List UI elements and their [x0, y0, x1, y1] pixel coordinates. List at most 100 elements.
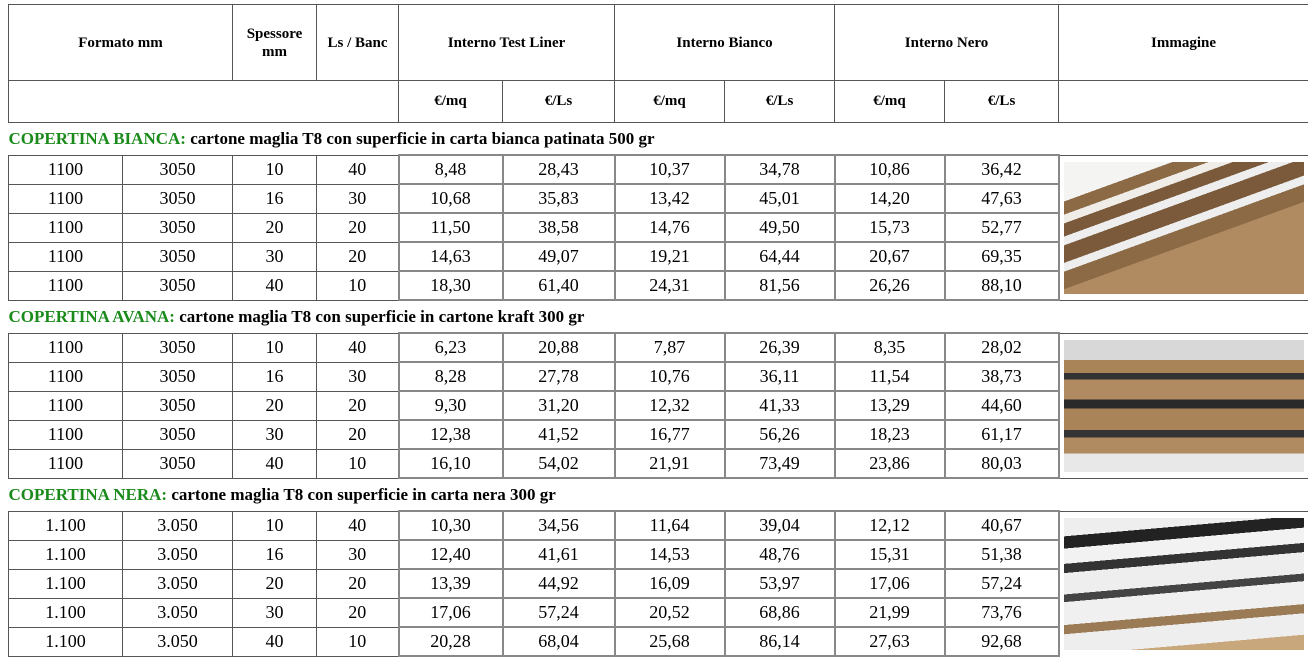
- header: Formato mm: [9, 5, 233, 81]
- cell: 15,31: [835, 540, 945, 569]
- product-image: [1064, 518, 1304, 650]
- cell: 61,40: [503, 271, 615, 300]
- cell: 16: [233, 184, 317, 213]
- blank: [9, 81, 399, 123]
- cell: 10: [233, 333, 317, 362]
- cell: 17,06: [399, 598, 503, 627]
- cell: 38,58: [503, 213, 615, 242]
- cell: 41,61: [503, 540, 615, 569]
- section-name: COPERTINA AVANA:: [9, 307, 175, 326]
- cell: 20: [233, 391, 317, 420]
- cell: 1100: [9, 242, 123, 271]
- cell: 14,53: [615, 540, 725, 569]
- cell: 38,73: [945, 362, 1059, 391]
- cell: 1100: [9, 333, 123, 362]
- cell: 61,17: [945, 420, 1059, 449]
- cell: 40: [317, 511, 399, 540]
- cell: 3050: [123, 242, 233, 271]
- cell: 8,48: [399, 155, 503, 184]
- subheader: €/mq: [615, 81, 725, 123]
- cell: 11,54: [835, 362, 945, 391]
- cell: 34,56: [503, 511, 615, 540]
- cell: 28,02: [945, 333, 1059, 362]
- cell: 3050: [123, 391, 233, 420]
- cell: 1100: [9, 184, 123, 213]
- cell: 14,20: [835, 184, 945, 213]
- cell: 3050: [123, 449, 233, 478]
- cell: 3050: [123, 155, 233, 184]
- cell: 19,21: [615, 242, 725, 271]
- cell: 1.100: [9, 598, 123, 627]
- cell: 1.100: [9, 627, 123, 656]
- section-row: COPERTINA BIANCA: cartone maglia T8 con …: [9, 123, 1308, 156]
- cell: 80,03: [945, 449, 1059, 478]
- section-description: cartone maglia T8 con superficie in cart…: [171, 485, 555, 504]
- cell: 20,88: [503, 333, 615, 362]
- cell: 7,87: [615, 333, 725, 362]
- section-description: cartone maglia T8 con superficie in cart…: [179, 307, 584, 326]
- cell: 13,29: [835, 391, 945, 420]
- cell: 57,24: [945, 569, 1059, 598]
- cell: 3050: [123, 333, 233, 362]
- cell: 73,76: [945, 598, 1059, 627]
- cell: 3.050: [123, 511, 233, 540]
- cell: 92,68: [945, 627, 1059, 656]
- section-name: COPERTINA NERA:: [9, 485, 168, 504]
- cell: 20,52: [615, 598, 725, 627]
- cell: 36,11: [725, 362, 835, 391]
- subheader: €/mq: [399, 81, 503, 123]
- subheader: €/Ls: [503, 81, 615, 123]
- cell: 16: [233, 540, 317, 569]
- cell: 1100: [9, 155, 123, 184]
- header-row: Formato mm Spessore mm Ls / Banc Interno…: [9, 5, 1308, 81]
- cell: 6,23: [399, 333, 503, 362]
- cell: 51,38: [945, 540, 1059, 569]
- image-cell: [1059, 333, 1308, 478]
- cell: 20,67: [835, 242, 945, 271]
- table-body: Formato mm Spessore mm Ls / Banc Interno…: [9, 5, 1308, 657]
- cell: 1100: [9, 420, 123, 449]
- cell: 34,78: [725, 155, 835, 184]
- cell: 12,32: [615, 391, 725, 420]
- cell: 20: [317, 598, 399, 627]
- cell: 30: [317, 184, 399, 213]
- cell: 53,97: [725, 569, 835, 598]
- cell: 64,44: [725, 242, 835, 271]
- cell: 16,09: [615, 569, 725, 598]
- cell: 81,56: [725, 271, 835, 300]
- cell: 30: [233, 420, 317, 449]
- cell: 40: [317, 333, 399, 362]
- section-row: COPERTINA NERA: cartone maglia T8 con su…: [9, 478, 1308, 511]
- subheader: €/Ls: [725, 81, 835, 123]
- cell: 40: [317, 155, 399, 184]
- cell: 41,33: [725, 391, 835, 420]
- cell: 11,64: [615, 511, 725, 540]
- cell: 20: [317, 213, 399, 242]
- cell: 56,26: [725, 420, 835, 449]
- cell: 49,07: [503, 242, 615, 271]
- cell: 10,68: [399, 184, 503, 213]
- cell: 20: [317, 420, 399, 449]
- cell: 1100: [9, 449, 123, 478]
- cell: 18,23: [835, 420, 945, 449]
- cell: 27,63: [835, 627, 945, 656]
- cell: 3050: [123, 213, 233, 242]
- section-title: COPERTINA BIANCA: cartone maglia T8 con …: [9, 123, 1308, 156]
- cell: 10,37: [615, 155, 725, 184]
- header: Immagine: [1059, 5, 1308, 81]
- cell: 30: [233, 598, 317, 627]
- cell: 10: [317, 449, 399, 478]
- cell: 20: [317, 242, 399, 271]
- cell: 8,35: [835, 333, 945, 362]
- section-row: COPERTINA AVANA: cartone maglia T8 con s…: [9, 300, 1308, 333]
- cell: 41,52: [503, 420, 615, 449]
- cell: 3050: [123, 420, 233, 449]
- cell: 26,39: [725, 333, 835, 362]
- cell: 3.050: [123, 598, 233, 627]
- cell: 30: [317, 540, 399, 569]
- cell: 44,92: [503, 569, 615, 598]
- cell: 23,86: [835, 449, 945, 478]
- cell: 10,30: [399, 511, 503, 540]
